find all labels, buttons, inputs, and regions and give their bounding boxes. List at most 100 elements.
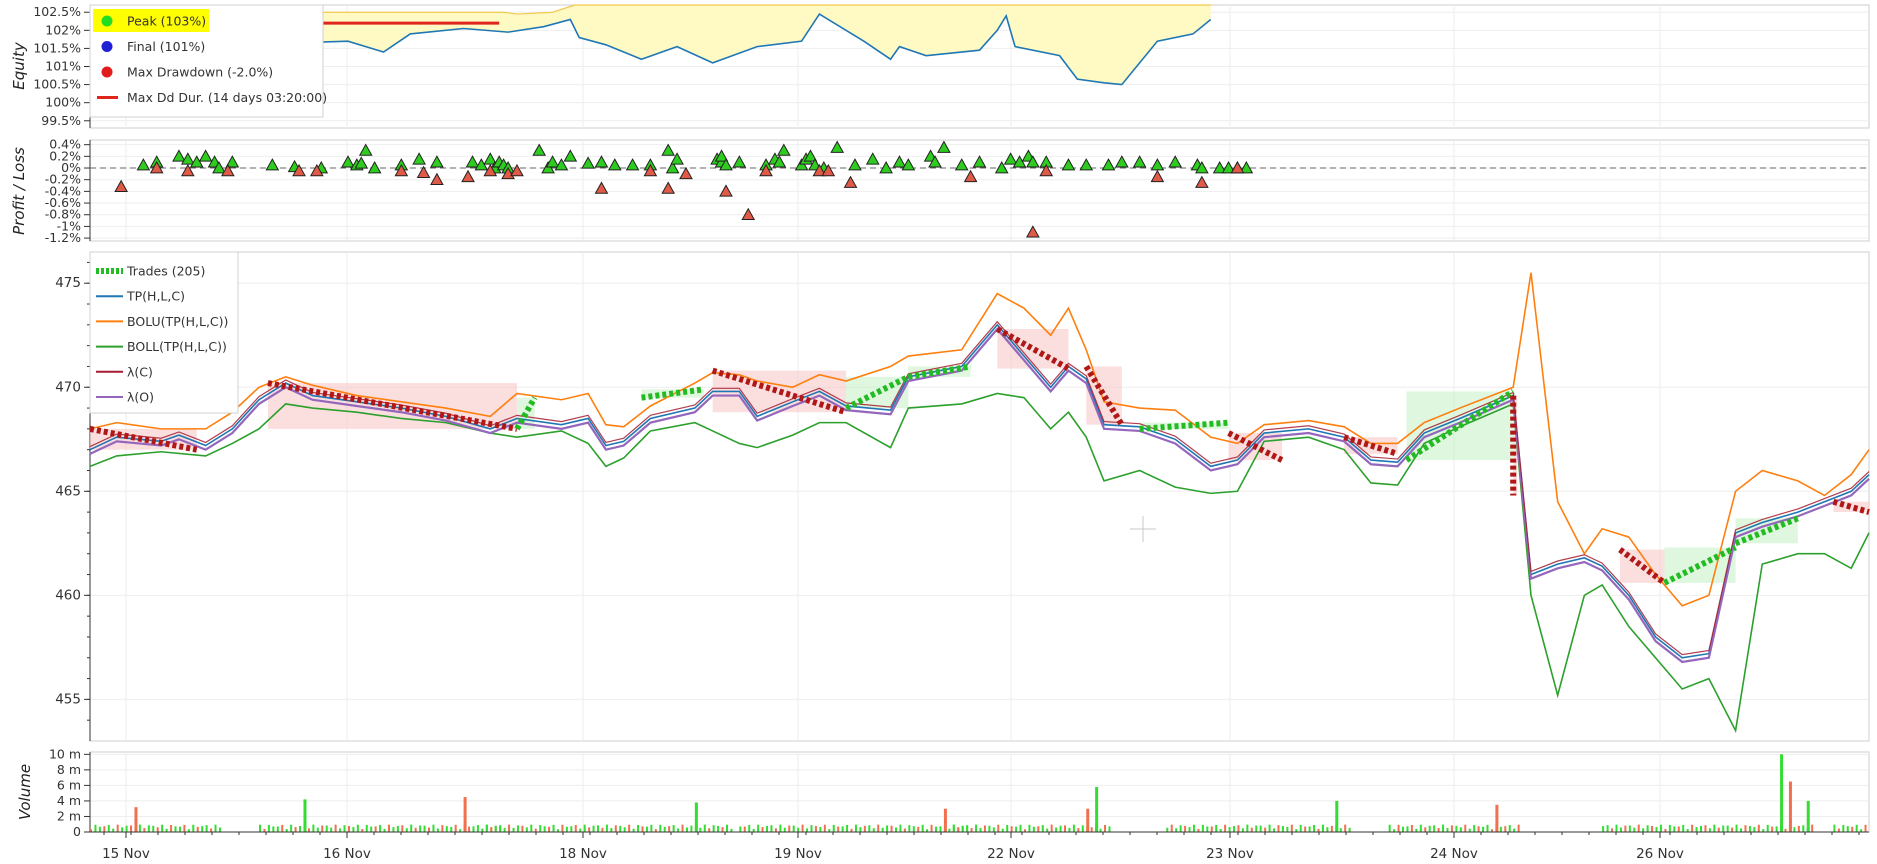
volume-bar <box>1286 826 1289 832</box>
volume-bar <box>886 825 889 832</box>
volume-bar <box>952 824 955 832</box>
volume-bar <box>1206 826 1209 832</box>
volume-bar <box>1691 824 1694 832</box>
volume-bar <box>1646 825 1649 832</box>
profit_loss-ytick-label: 0.2% <box>49 148 81 163</box>
profit-marker <box>430 155 444 168</box>
loss-marker <box>759 163 773 177</box>
volume-bar <box>1606 825 1609 832</box>
volume-bar <box>1015 826 1018 832</box>
volume-spike <box>1335 800 1339 832</box>
volume-bar <box>152 825 155 832</box>
volume-bar <box>894 827 897 832</box>
volume-bar <box>401 825 404 832</box>
volume-bar <box>1348 827 1351 832</box>
volume-bar <box>1313 824 1316 832</box>
volume-bar <box>739 826 742 832</box>
volume-bar <box>1019 824 1022 832</box>
volume-bar <box>356 824 359 832</box>
volume-bar <box>1473 825 1476 832</box>
volume-bar <box>441 825 444 832</box>
volume-ytick-label: 6 m <box>57 777 81 792</box>
loss-marker <box>461 169 475 183</box>
volume-bar <box>677 828 680 832</box>
volume-bar <box>116 824 119 832</box>
volume-bar <box>178 826 181 832</box>
profit-marker <box>803 149 818 162</box>
profit-marker <box>625 158 640 171</box>
volume-bar <box>983 825 986 832</box>
volume-bar <box>263 828 266 832</box>
volume-bar <box>650 824 653 832</box>
trade-line <box>1139 419 1229 432</box>
profit-marker <box>554 158 569 171</box>
volume-bar <box>605 824 608 832</box>
volume-bar <box>619 825 622 832</box>
volume-bar <box>1046 828 1049 832</box>
volume-bar <box>1188 827 1191 832</box>
volume-bar <box>1682 824 1685 832</box>
trade-line <box>1343 434 1399 457</box>
volume-bar <box>374 826 377 832</box>
loss-marker <box>221 163 235 177</box>
profit-marker <box>661 143 676 156</box>
volume-spike <box>1780 754 1784 832</box>
lambda-o-line <box>89 327 1870 664</box>
profit-marker <box>776 143 791 156</box>
profit-marker <box>994 160 1009 174</box>
volume-bar <box>1797 825 1800 832</box>
volume-bar <box>1028 824 1031 832</box>
xtick-label: 19 Nov <box>774 846 822 862</box>
volume-bar <box>1744 825 1747 832</box>
volume-bar <box>779 824 782 832</box>
volume-bar <box>1437 827 1440 832</box>
ohlc-ytick-label: 470 <box>55 379 81 395</box>
trade-line <box>641 386 705 401</box>
loss-marker <box>594 181 609 194</box>
volume-bar <box>1637 824 1640 832</box>
profit-marker <box>545 155 560 168</box>
volume-bar <box>1090 827 1093 832</box>
volume-ytick-label: 10 m <box>49 746 81 761</box>
equity-ytick-label: 100.5% <box>33 77 81 92</box>
volume-bar <box>1757 824 1760 832</box>
volume-bar <box>1006 825 1009 832</box>
volume-bar <box>1215 824 1218 832</box>
volume-bar <box>1442 824 1445 832</box>
profit-marker <box>532 143 547 156</box>
volume-bar <box>321 825 324 832</box>
profit-marker <box>928 155 942 168</box>
volume-bar <box>1081 825 1084 832</box>
volume-bar <box>628 824 631 832</box>
volume-bar <box>1784 828 1787 832</box>
volume-bar <box>583 824 586 832</box>
volume-bar <box>761 827 764 832</box>
profit-marker <box>1079 158 1094 171</box>
profit-marker <box>465 155 480 168</box>
volume-bar <box>1731 827 1734 832</box>
volume-bar <box>210 828 213 832</box>
profit-marker <box>879 160 893 174</box>
volume-bar <box>214 824 217 832</box>
volume-bar <box>379 824 382 832</box>
volume-bar <box>90 829 92 832</box>
volume-bar <box>654 829 657 832</box>
volume-panel-frame <box>89 751 1870 833</box>
volume-bar <box>988 825 991 832</box>
loss-marker <box>821 163 836 177</box>
trade-line <box>1663 544 1737 586</box>
volume-bar <box>330 827 333 832</box>
volume-bar <box>748 824 751 832</box>
ohlc-panel-frame <box>89 251 1870 742</box>
volume-bar <box>1321 824 1324 832</box>
loss-marker <box>510 163 524 177</box>
profit-marker <box>665 160 680 174</box>
volume-bar <box>312 824 315 832</box>
volume-bar <box>1201 824 1204 832</box>
loss-marker <box>180 163 195 177</box>
profit-marker <box>607 158 622 171</box>
volume-bar <box>1166 827 1169 832</box>
volume-bar <box>1415 828 1418 832</box>
volume-bar <box>1762 829 1765 832</box>
volume-bar <box>975 824 978 832</box>
